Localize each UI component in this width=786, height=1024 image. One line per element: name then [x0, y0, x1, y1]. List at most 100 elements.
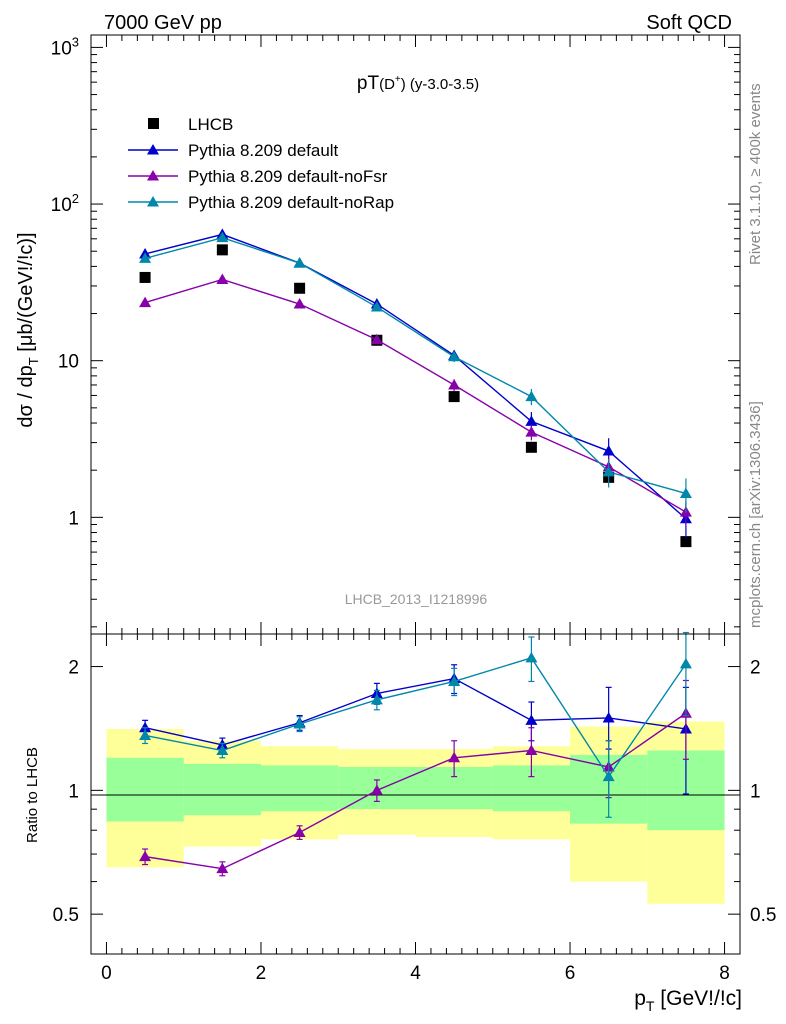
data-point-pythia-8-209-default-norap [216, 231, 229, 243]
ratio-point-pythia-8-209-default-nofsr [448, 751, 461, 763]
data-point-pythia-8-209-default [525, 415, 538, 426]
data-point-pythia-8-209-default-nofsr [293, 298, 306, 309]
series-line-pythia-8-209-default-nofsr [144, 278, 687, 513]
y-tick-label-exponent: 3 [72, 34, 79, 49]
ratio-line-pythia-8-209-default [144, 677, 687, 746]
data-point-pythia-8-209-default-norap [679, 487, 692, 498]
ratio-point-pythia-8-209-default-norap [525, 651, 538, 663]
analysis-label: LHCB_2013_I1218996 [345, 591, 488, 607]
data-point-pythia-8-209-default-norap [448, 350, 461, 362]
data-point-pythia-8-209-default-norap [293, 257, 306, 268]
legend-marker-pythia-8-209-default [147, 144, 159, 155]
data-point-lhcb [680, 536, 692, 548]
ratio-y-tick-label-right: 0.5 [750, 905, 776, 926]
ratio-point-pythia-8-209-default-nofsr [293, 826, 306, 837]
ratio-point-pythia-8-209-default [525, 714, 538, 725]
legend-label-lhcb: LHCB [188, 115, 233, 134]
data-point-pythia-8-209-default-nofsr [370, 333, 383, 345]
ratio-y-tick-label: 1 [68, 781, 79, 802]
data-point-pythia-8-209-default-nofsr [525, 426, 538, 437]
title-sup: + [395, 74, 401, 85]
ratio-y-tick-label-right: 2 [750, 658, 761, 679]
ratio-point-pythia-8-209-default-nofsr [139, 850, 152, 862]
uncertainty-band-inner [260, 765, 339, 812]
y-tick-label-base: 10 [51, 195, 72, 216]
ratio-line-pythia-8-209-default-norap [144, 657, 687, 778]
data-point-pythia-8-209-default-norap [139, 252, 152, 263]
ylabel-tail: [μb/(GeV!/!c)] [15, 232, 37, 357]
ratio-point-pythia-8-209-default-norap [679, 657, 692, 669]
data-point-pythia-8-209-default-norap [370, 301, 383, 312]
process-label: Soft QCD [646, 12, 732, 34]
series-line-pythia-8-209-default-norap [144, 236, 687, 495]
ratio-point-pythia-8-209-default [602, 711, 615, 723]
data-point-lhcb [216, 244, 228, 256]
ratio-point-pythia-8-209-default-nofsr [216, 862, 229, 874]
y-tick-label: 103 [51, 34, 79, 59]
uncertainty-band-inner [106, 757, 184, 822]
ylabel-sub: T [26, 357, 41, 365]
ratio-point-pythia-8-209-default [139, 721, 152, 733]
data-point-lhcb [525, 441, 537, 453]
data-point-pythia-8-209-default-nofsr [139, 296, 152, 308]
x-tick-label: 8 [719, 963, 730, 984]
ratio-y-tick-label-right: 1 [750, 781, 761, 802]
ratio-point-pythia-8-209-default-norap [139, 729, 152, 740]
data-point-pythia-8-209-default-nofsr [448, 378, 461, 390]
xlabel-main: p [634, 987, 646, 1010]
ylabel-main: dσ / dp [15, 365, 37, 427]
ratio-ylabel: Ratio to LHCB [24, 747, 41, 843]
data-point-lhcb [294, 282, 306, 294]
data-point-lhcb [448, 391, 460, 403]
y-tick-label: 10 [58, 352, 79, 373]
y-tick-label-base: 1 [68, 508, 79, 529]
xlabel-tail: [GeV!/!c] [654, 987, 742, 1010]
main-ylabel: dσ / dpT [μb/(GeV!/!c)] [15, 232, 41, 427]
y-tick-label-exponent: 2 [72, 191, 79, 206]
legend: LHCB Pythia 8.209 default Pythia 8.209 def… [128, 115, 394, 212]
ratio-panel: 0.5 0.5 1 1 2 2 0 2 4 6 8 Ratio to LHCB pT [GeV!/… [24, 631, 776, 1014]
x-tick-label: 4 [410, 963, 421, 984]
rivet-label: Rivet 3.1.10, ≥ 400k events [747, 83, 764, 265]
ratio-point-pythia-8-209-default-nofsr [370, 784, 383, 795]
data-point-pythia-8-209-default-norap [525, 390, 538, 402]
ratio-xlabel: pT [GeV!/!c] [634, 987, 742, 1014]
data-point-lhcb [139, 271, 151, 283]
title-range: (y-3.0-3.5) [406, 76, 479, 93]
legend-label-pythia-8-209-default-nofsr: Pythia 8.209 default-noFsr [188, 167, 388, 186]
main-title: pT(D+) (y-3.0-3.5) [357, 73, 479, 94]
legend-label-pythia-8-209-default: Pythia 8.209 default [188, 141, 339, 160]
ratio-point-pythia-8-209-default-nofsr [525, 744, 538, 756]
legend-marker-pythia-8-209-default-norap [147, 196, 159, 207]
legend-label-pythia-8-209-default-norap: Pythia 8.209 default-noRap [188, 193, 394, 212]
data-point-pythia-8-209-default-norap [602, 465, 615, 477]
legend-marker-pythia-8-209-default-nofsr [147, 170, 159, 181]
ratio-point-pythia-8-209-default-norap [293, 717, 306, 729]
xlabel-sub: T [646, 998, 655, 1014]
title-particle: (D [379, 76, 395, 93]
ratio-y-tick-label: 0.5 [53, 905, 79, 926]
y-tick-label: 102 [51, 191, 79, 216]
data-point-pythia-8-209-default [602, 445, 615, 456]
ratio-y-tick-label: 2 [68, 658, 79, 679]
energy-label: 7000 GeV pp [104, 12, 222, 34]
y-tick-label-base: 10 [51, 38, 72, 59]
title-close: ) [401, 76, 406, 93]
source-label: mcplots.cern.ch [arXiv:1306.3436] [747, 401, 764, 628]
ratio-point-pythia-8-209-default-norap [602, 770, 615, 782]
x-tick-label: 2 [256, 963, 267, 984]
legend-marker-lhcb [148, 118, 159, 129]
ratio-line-pythia-8-209-default-nofsr [144, 712, 687, 870]
y-tick-label: 1 [68, 508, 79, 529]
ratio-point-pythia-8-209-default-norap [448, 675, 461, 686]
x-tick-label: 0 [101, 963, 112, 984]
x-tick-label: 6 [565, 963, 576, 984]
ratio-point-pythia-8-209-default-norap [216, 744, 229, 756]
uncertainty-band-inner [183, 763, 261, 816]
ratio-point-pythia-8-209-default-norap [370, 693, 383, 705]
title-main: pT [357, 73, 380, 94]
data-point-pythia-8-209-default-nofsr [216, 273, 229, 284]
y-tick-label-base: 10 [58, 352, 79, 373]
